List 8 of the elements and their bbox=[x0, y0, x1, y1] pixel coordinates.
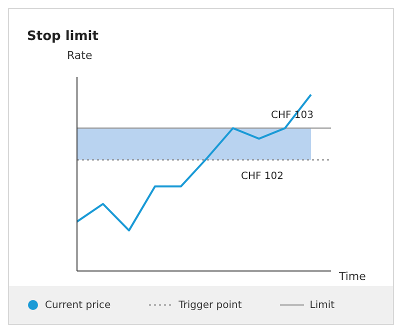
y-axis-title: Rate bbox=[67, 48, 92, 62]
annotation: CHF 102 bbox=[241, 171, 284, 182]
annotation: CHF 103 bbox=[271, 110, 314, 121]
legend-label: Limit bbox=[310, 300, 335, 310]
legend-label: Current price bbox=[45, 300, 111, 310]
chart-title: Stop limit bbox=[27, 29, 98, 44]
x-axis-title: Time bbox=[338, 270, 366, 283]
legend-label: Trigger point bbox=[178, 300, 242, 310]
